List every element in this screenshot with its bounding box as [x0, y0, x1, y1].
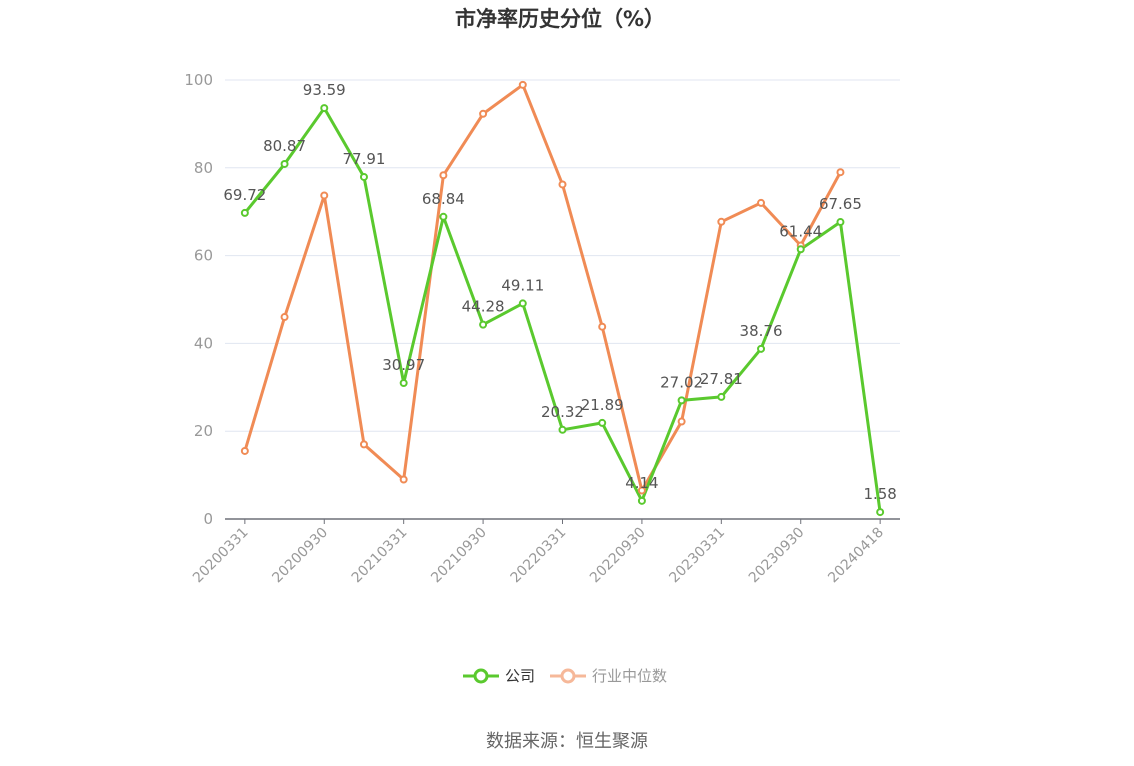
data-point	[359, 172, 368, 181]
data-label: 61.44	[779, 222, 822, 240]
legend[interactable]: 公司 行业中位数	[463, 667, 667, 685]
y-tick-label: 100	[184, 71, 213, 89]
data-point	[876, 508, 885, 517]
data-label: 80.87	[263, 137, 306, 155]
data-point	[637, 496, 646, 505]
legend-item-company[interactable]: 公司	[463, 667, 535, 685]
x-tick-label: 20240418	[825, 525, 887, 587]
data-point	[320, 104, 329, 113]
data-point	[399, 379, 408, 388]
data-label: 27.02	[660, 373, 703, 391]
data-labels: 69.72 80.87 93.59 77.91 30.97 68.84 44.28 49.11…	[223, 81, 896, 503]
series-points	[240, 80, 885, 517]
data-point	[320, 191, 329, 200]
data-point	[677, 396, 686, 405]
data-label: 93.59	[303, 81, 346, 99]
data-label: 49.11	[501, 276, 544, 294]
data-source: 数据来源：恒生聚源	[486, 731, 648, 752]
data-point	[240, 446, 249, 455]
x-tick-label: 20230331	[666, 525, 728, 587]
data-point	[717, 217, 726, 226]
x-tick-label: 20220930	[587, 525, 649, 587]
series-lines	[243, 83, 882, 513]
data-label: 21.89	[581, 396, 624, 414]
y-tick-label: 20	[194, 422, 213, 440]
data-label: 30.97	[382, 356, 425, 374]
legend-label-industry: 行业中位数	[592, 667, 667, 685]
data-point	[558, 425, 567, 434]
data-label: 69.72	[223, 186, 266, 204]
data-label: 38.76	[740, 322, 783, 340]
data-point	[479, 109, 488, 118]
data-point	[439, 212, 448, 221]
data-label: 77.91	[342, 150, 385, 168]
data-point	[280, 159, 289, 168]
data-point	[439, 171, 448, 180]
grid	[225, 79, 900, 432]
chart-title: 市净率历史分位（%）	[455, 7, 665, 31]
x-tick-label: 20220331	[508, 525, 570, 587]
data-point	[518, 299, 527, 308]
series-line-1	[243, 83, 842, 492]
data-point	[598, 418, 607, 427]
data-label: 20.32	[541, 403, 584, 421]
y-tick-label: 60	[194, 247, 213, 265]
data-label: 1.58	[863, 485, 896, 503]
y-tick-label: 80	[194, 159, 213, 177]
series-line-0	[243, 106, 882, 513]
data-point	[836, 218, 845, 227]
x-tick-label: 20200930	[269, 525, 331, 587]
x-tick-label: 20230930	[746, 525, 808, 587]
data-point	[240, 208, 249, 217]
data-point	[479, 320, 488, 329]
data-point	[558, 180, 567, 189]
data-point	[796, 245, 805, 254]
data-label: 67.65	[819, 195, 862, 213]
data-point	[518, 80, 527, 89]
data-point	[280, 313, 289, 322]
data-label: 27.81	[700, 370, 743, 388]
data-point	[598, 322, 607, 331]
legend-item-industry[interactable]: 行业中位数	[550, 667, 667, 685]
data-point	[399, 475, 408, 484]
data-point	[757, 344, 766, 353]
data-point	[836, 168, 845, 177]
data-point	[757, 198, 766, 207]
data-label: 68.84	[422, 190, 465, 208]
x-tick-label: 20210930	[428, 525, 490, 587]
data-point	[677, 417, 686, 426]
data-label: 4.14	[625, 474, 658, 492]
y-tick-label: 0	[203, 510, 213, 528]
data-point	[637, 486, 646, 495]
data-point	[717, 392, 726, 401]
legend-label-company: 公司	[505, 667, 535, 685]
data-point	[359, 440, 368, 449]
x-tick-label: 20200331	[190, 525, 252, 587]
data-label: 44.28	[462, 298, 505, 316]
x-tick-label: 20210331	[349, 525, 411, 587]
y-tick-label: 40	[194, 334, 213, 352]
